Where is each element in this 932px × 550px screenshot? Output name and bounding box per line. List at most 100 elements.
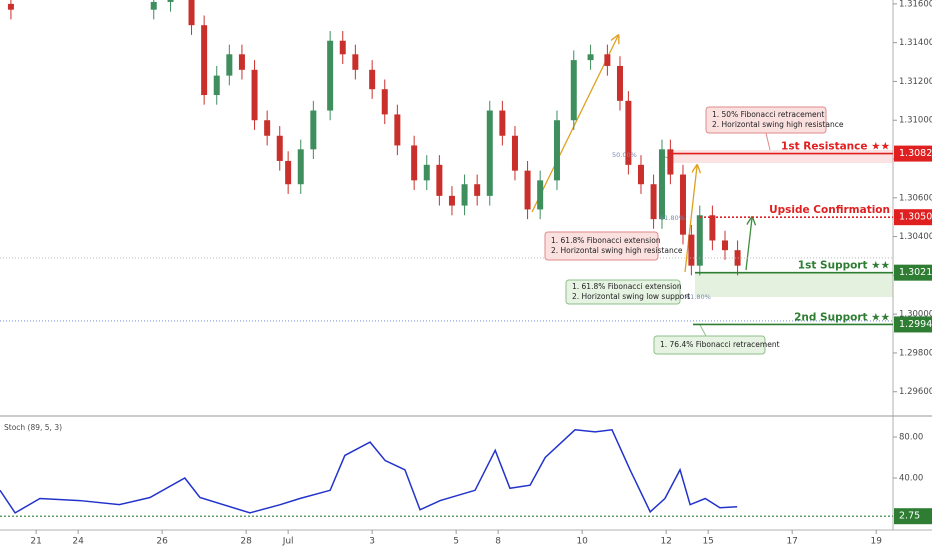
x-tick-label: 15: [702, 537, 713, 547]
x-tick-label: 10: [576, 537, 588, 547]
candle-body: [310, 110, 317, 150]
x-tick-label: 19: [870, 537, 882, 547]
projection-arrow: [745, 218, 752, 271]
trend-arrow: [531, 36, 618, 213]
x-tick-label: 3: [369, 537, 375, 547]
y-tick-label: 1.29800: [899, 348, 932, 358]
price-label: 1.30500: [899, 212, 932, 223]
x-tick-label: 12: [660, 537, 671, 547]
candle-body: [486, 110, 493, 196]
candle-body: [587, 54, 594, 61]
candle-body: [570, 60, 577, 121]
price-label-bg: [894, 145, 932, 162]
candle-body: [213, 75, 220, 96]
candle-body: [150, 1, 157, 10]
candle-body: [553, 120, 560, 181]
price-label: 1.30828: [899, 148, 932, 159]
candle-body: [276, 135, 283, 161]
annotation-text: 1. 76.4% Fibonacci retracement: [660, 340, 780, 349]
annotation-text: 1. 50% Fibonacci retracement: [712, 110, 824, 119]
price-label: 1.30214: [899, 267, 932, 278]
annotation-text: 2. Horizontal swing low support: [572, 292, 690, 301]
y-tick-label: 80.00: [899, 432, 923, 442]
candle-body: [285, 160, 292, 185]
x-tick-label: 8: [495, 537, 501, 547]
level-name: 1st Resistance ★★: [781, 141, 890, 153]
level-label: 2.75: [899, 511, 920, 522]
annotation-text: 1. 61.8% Fibonacci extension: [572, 282, 682, 291]
y-tick-label: 1.31400: [899, 38, 932, 48]
price-label-bg: [894, 316, 932, 333]
support-zone: [695, 272, 893, 297]
annotation-text: 2. Horizontal swing high resistance: [712, 120, 844, 129]
annotation-box: [565, 279, 681, 305]
candle-body: [461, 184, 468, 206]
level-label-bg: [894, 508, 932, 525]
candle-body: [436, 164, 443, 196]
candle-body: [264, 120, 271, 136]
trend-arrow: [684, 166, 697, 273]
annotation-box: [705, 106, 827, 134]
x-tick-label: Jul: [282, 537, 294, 547]
candle-body: [297, 149, 304, 185]
candle-body: [721, 240, 728, 251]
candle-body: [327, 40, 334, 111]
fib-label: 61.80%: [660, 214, 685, 222]
candle-body: [709, 215, 716, 241]
y-tick-label: 40.00: [899, 474, 923, 484]
price-pane: [7, 0, 741, 276]
candle-body: [499, 110, 506, 136]
x-tick-label: 17: [786, 537, 797, 547]
candle-body: [7, 3, 14, 10]
y-tick-label: 1.30000: [899, 310, 932, 320]
y-tick-label: 1.31200: [899, 77, 932, 87]
y-tick-label: 1.30600: [899, 193, 932, 203]
annotation-box: [544, 231, 659, 261]
candle-body: [474, 184, 481, 196]
x-tick-label: 21: [30, 537, 41, 547]
candle-body: [423, 164, 430, 181]
candle-body: [679, 174, 686, 235]
candle-body: [637, 164, 644, 185]
x-tick-label: 5: [453, 537, 459, 547]
y-tick-label: 1.29600: [899, 387, 932, 397]
candle-body: [524, 170, 531, 210]
candle-body: [448, 195, 455, 206]
y-tick-label: 1.30400: [899, 232, 932, 242]
candle-body: [688, 234, 695, 266]
x-tick-label: 24: [72, 537, 84, 547]
annotation-text: 2. Horizontal swing high resistance: [551, 246, 683, 255]
fib-label: 61.80%: [686, 293, 711, 301]
stoch-pane: [0, 428, 738, 514]
indicator-title: Stoch (89, 5, 3): [4, 423, 62, 432]
candle-body: [167, 0, 174, 2]
price-label: 1.29947: [899, 319, 932, 330]
stoch-line: [0, 428, 738, 514]
candle-body: [238, 54, 245, 70]
annotation-box: [653, 335, 766, 355]
candle-body: [201, 25, 208, 96]
level-name: 2nd Support ★★: [794, 311, 890, 323]
candle-body: [616, 65, 623, 101]
candle-body: [537, 180, 544, 210]
y-tick-label: 1.31600: [899, 0, 932, 9]
candle-body: [251, 69, 258, 121]
level-name: Upside Confirmation: [769, 204, 890, 216]
callout-pointer: [765, 132, 771, 151]
candle-body: [696, 215, 703, 266]
candle-body: [625, 100, 632, 165]
fib-label: 50.00%: [612, 151, 637, 159]
candle-body: [381, 89, 388, 115]
x-tick-label: 28: [240, 537, 252, 547]
candle-body: [339, 40, 346, 55]
candle-body: [369, 69, 376, 90]
x-tick-label: 26: [156, 537, 168, 547]
level-name: 1st Support ★★: [798, 260, 890, 272]
price-label-bg: [894, 264, 932, 281]
annotation-text: 1. 61.8% Fibonacci extension: [551, 236, 661, 245]
candle-body: [394, 114, 401, 146]
candle-body: [667, 149, 674, 175]
candle-body: [511, 135, 518, 171]
candle-body: [650, 184, 657, 220]
